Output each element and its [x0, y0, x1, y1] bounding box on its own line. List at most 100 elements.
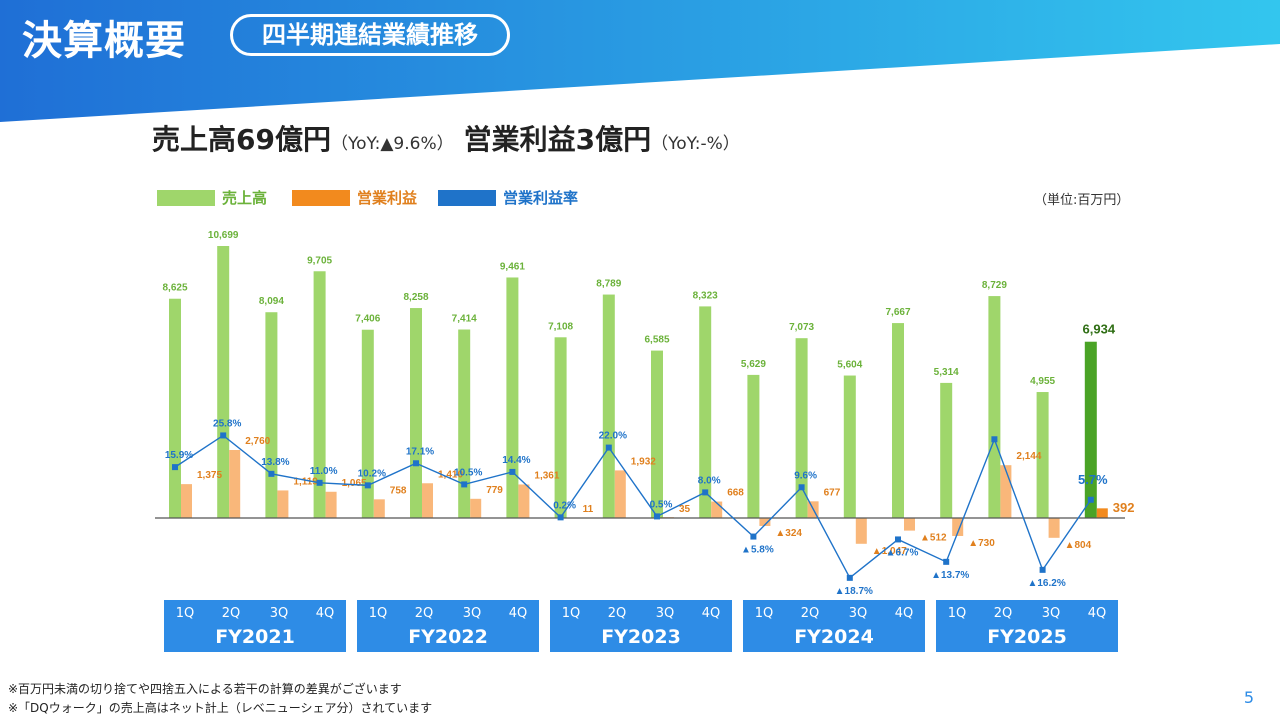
profit-label: 1,375 — [197, 470, 222, 481]
quarter-label: 3Q — [269, 606, 289, 621]
margin-label: 5.7% — [1078, 472, 1108, 487]
margin-point — [846, 574, 853, 581]
margin-label: 10.2% — [358, 468, 386, 479]
legend-margin-label: 営業利益率 — [503, 189, 579, 207]
margin-label: ▲13.7% — [931, 570, 969, 581]
quarter-label: 4Q — [894, 606, 914, 621]
profit-bar — [518, 484, 530, 518]
quarter-label: 4Q — [508, 606, 528, 621]
fy-label: FY2024 — [794, 626, 874, 648]
margin-point — [1039, 566, 1046, 573]
fy-label: FY2021 — [215, 626, 295, 648]
profit-bar — [373, 499, 385, 518]
quarter-label: 2Q — [221, 606, 241, 621]
sales-bar — [1084, 341, 1097, 518]
margin-label: 11.0% — [310, 466, 338, 477]
margin-label: 25.8% — [213, 418, 241, 429]
margin-line — [174, 434, 1092, 579]
page-title: 決算概要 — [22, 18, 186, 64]
headline-profit: 営業利益3億円 — [463, 123, 652, 156]
legend-margin-swatch — [438, 190, 496, 206]
profit-label: 1,932 — [631, 456, 656, 467]
margin-label: 13.8% — [261, 457, 289, 468]
headline-profit-yoy: （YoY:-%） — [651, 134, 740, 154]
margin-point — [654, 513, 660, 520]
margin-point — [364, 482, 371, 489]
profit-label: 677 — [824, 487, 841, 498]
profit-label: 2,144 — [1016, 451, 1041, 462]
legend-sales-label: 売上高 — [222, 189, 268, 207]
profit-bar — [1048, 518, 1060, 538]
headline: 売上高69億円（YoY:▲9.6%） 営業利益3億円（YoY:-%） — [152, 118, 740, 158]
margin-label: 9.6% — [794, 470, 817, 481]
sales-label: 5,314 — [934, 367, 959, 378]
sales-bar — [506, 277, 519, 518]
profit-bar — [904, 518, 915, 531]
margin-point — [750, 533, 757, 540]
sales-bar — [458, 329, 471, 518]
quarter-label: 3Q — [848, 606, 868, 621]
fy-label: FY2023 — [601, 626, 681, 648]
sales-bar — [940, 382, 953, 518]
sales-label: 8,625 — [162, 283, 187, 294]
sales-bar — [651, 350, 663, 518]
sales-label: 5,604 — [837, 360, 862, 371]
sales-bar — [988, 296, 1001, 518]
sales-label: 7,406 — [355, 314, 380, 325]
profit-label: ▲730 — [968, 538, 995, 549]
margin-label: 8.0% — [698, 475, 721, 486]
margin-point — [895, 536, 901, 543]
sales-bar — [554, 337, 567, 518]
unit-label: （単位:百万円） — [1034, 193, 1130, 208]
quarter-label: 3Q — [462, 606, 482, 621]
quarter-label: 1Q — [561, 606, 581, 621]
profit-bar — [759, 518, 771, 526]
page-number: 5 — [1243, 688, 1254, 707]
quarter-label: 1Q — [947, 606, 967, 621]
sales-bar — [892, 323, 904, 518]
sales-label: 4,955 — [1030, 376, 1055, 387]
profit-bar — [711, 501, 723, 518]
margin-label: ▲6.7% — [886, 547, 919, 558]
profit-label: 668 — [727, 488, 744, 499]
chart: 8,625 10,699 8,094 9,705 7,406 8,258 7,414 9,46… — [155, 230, 1135, 597]
profit-label: ▲804 — [1065, 540, 1092, 551]
quarter-label: 4Q — [1087, 606, 1107, 621]
margin-point — [702, 489, 709, 496]
sales-label: 8,729 — [982, 280, 1007, 291]
margin-label: 17.1% — [406, 446, 434, 457]
margin-point — [316, 479, 323, 486]
profit-bar — [470, 498, 482, 518]
profit-bar — [422, 483, 433, 518]
sales-label: 7,414 — [452, 314, 477, 325]
profit-bar — [325, 491, 337, 518]
margin-label: 14.4% — [502, 455, 530, 466]
sales-label: 7,108 — [548, 321, 573, 332]
margin-label: 22.0% — [599, 431, 627, 442]
margin-label: ▲5.8% — [741, 545, 774, 556]
profit-label: 11 — [583, 504, 594, 515]
sales-label: 8,094 — [259, 296, 284, 307]
fy-box: 1Q 2Q 3Q 4Q FY2023 — [550, 600, 732, 652]
profit-label: 1,361 — [534, 470, 559, 481]
fy-label: FY2022 — [408, 626, 488, 648]
profit-bar — [229, 450, 241, 518]
sales-label: 8,789 — [596, 279, 621, 290]
margin-label: 0.5% — [650, 499, 673, 510]
sales-bar — [265, 312, 278, 518]
fy-box: 1Q 2Q 3Q 4Q FY2025 — [936, 600, 1118, 652]
margin-point — [798, 484, 805, 491]
margin-label: ▲16.2% — [1027, 578, 1065, 589]
fy-label: FY2025 — [987, 626, 1067, 648]
profit-bar — [614, 470, 626, 518]
profit-label: ▲324 — [775, 528, 802, 539]
quarter-label: 2Q — [993, 606, 1013, 621]
quarter-label: 1Q — [175, 606, 195, 621]
margin-label: 10.5% — [454, 467, 482, 478]
sales-bar — [602, 294, 615, 518]
section-pill: 四半期連結業績推移 — [230, 14, 510, 56]
legend-sales-swatch — [157, 190, 215, 206]
sales-label: 6,585 — [644, 335, 669, 346]
sales-label: 9,705 — [307, 255, 332, 266]
margin-point — [943, 558, 950, 565]
